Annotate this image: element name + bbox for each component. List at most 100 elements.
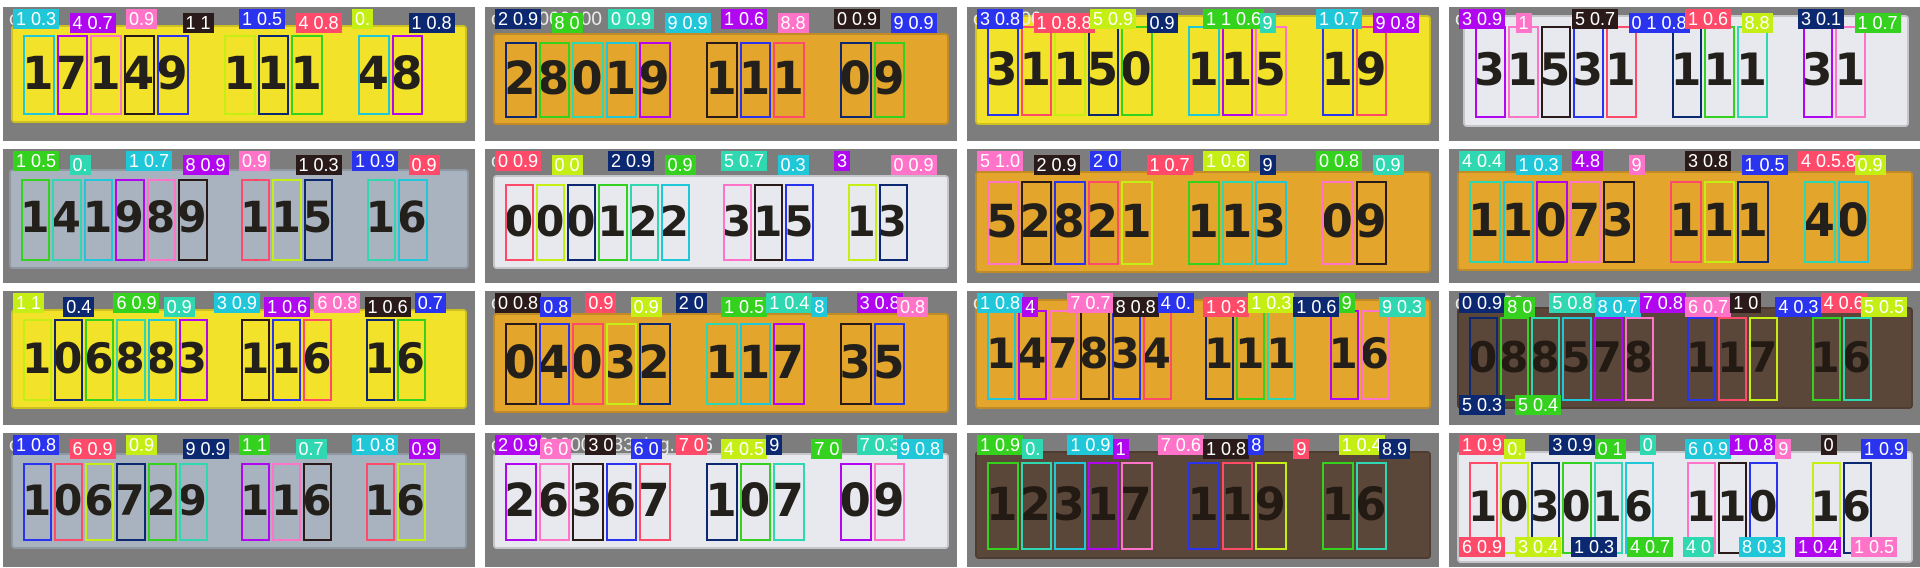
- plate-character: 1: [1187, 195, 1219, 249]
- detection-box: [1562, 317, 1592, 401]
- detection-label: 4 0.6: [1820, 293, 1867, 313]
- detection-label: 0.9: [1854, 155, 1886, 175]
- plate-character: 4: [1803, 194, 1835, 248]
- plate-character: 1: [1187, 478, 1219, 532]
- detection-box: [1718, 462, 1748, 555]
- detection-label: 9 0.8: [897, 439, 944, 459]
- plate-character: 1: [1220, 43, 1253, 97]
- detection-box: [272, 462, 302, 542]
- detection-box: [291, 34, 323, 116]
- plate-character: 1: [1086, 478, 1119, 532]
- plate-character: 1: [753, 196, 783, 246]
- detection-label: 0 1: [1594, 439, 1626, 459]
- plate-character: 1: [1834, 44, 1866, 96]
- detection-box: [773, 323, 805, 405]
- detection-label: 4: [1022, 297, 1039, 317]
- detection-label: 1 0: [1730, 293, 1762, 313]
- plate-character: 8: [1499, 332, 1529, 382]
- detection-box: [241, 462, 271, 542]
- plate-character: 1: [1019, 43, 1052, 97]
- plate-character: 0: [839, 474, 871, 528]
- detection-box: [303, 179, 334, 261]
- detection-label: 3 0.9: [1459, 9, 1506, 29]
- plate-character: 6: [1623, 481, 1653, 531]
- plate-character: 1: [21, 333, 52, 383]
- plate-character: 1: [89, 47, 121, 101]
- detection-label: 0.9: [664, 155, 696, 175]
- plate-character: 7: [1748, 332, 1778, 382]
- detection-label: 5 0.7: [1572, 9, 1619, 29]
- detection-label: 8 0: [1504, 297, 1536, 317]
- plate-character: 7: [772, 336, 804, 390]
- detection-label: 0.: [1504, 439, 1526, 459]
- plate-character: 1: [1328, 328, 1358, 378]
- detection-box: [1322, 26, 1354, 117]
- detection-box: [840, 462, 872, 542]
- detection-box: [1593, 317, 1623, 401]
- detection-box: [505, 42, 537, 118]
- detection-label: 9: [1775, 439, 1792, 459]
- detection-label: 4 0: [1683, 537, 1715, 557]
- detection-box: [1020, 26, 1053, 117]
- detection-label: 8.8: [777, 13, 809, 33]
- detection-box: [1087, 461, 1120, 551]
- detection-box: [536, 184, 566, 262]
- detection-box: [987, 26, 1019, 117]
- detection-box: [639, 462, 671, 542]
- detection-box: [1018, 310, 1048, 401]
- plate-character: 1: [1266, 328, 1296, 378]
- detection-box: [1842, 317, 1872, 401]
- plate-character: 1: [82, 193, 113, 243]
- detection-box: [873, 323, 906, 405]
- plate-character: 1: [1670, 44, 1702, 96]
- detection-label: 6 0.9: [113, 293, 160, 313]
- detection-label: 3 0: [585, 435, 617, 455]
- detection-box: [1329, 310, 1359, 401]
- detection-label: 6 0: [540, 439, 572, 459]
- detection-label: 1 0.7: [126, 151, 173, 171]
- plate-character: 1: [1235, 328, 1265, 378]
- plate-character: 6: [397, 193, 427, 243]
- detection-box: [1205, 310, 1235, 401]
- detection-box: [1737, 181, 1769, 263]
- detection-label: 6 0.7: [1685, 297, 1732, 317]
- detection-box: [1049, 310, 1079, 401]
- plate-character: 0: [1836, 194, 1869, 248]
- detection-box: [538, 323, 571, 405]
- plate-character: 8: [1530, 332, 1560, 382]
- detection-label: 2 0: [675, 293, 707, 313]
- detection-label: 4 0.8: [295, 13, 342, 33]
- detection-label: 1 0.9: [1067, 435, 1114, 455]
- detection-box: [116, 319, 146, 401]
- plate-character: 0: [535, 196, 565, 246]
- plate-character: 0: [53, 333, 83, 383]
- plate-character: 0: [1120, 43, 1152, 97]
- detection-box: [840, 42, 872, 118]
- detection-label: 3 0.8: [856, 293, 903, 313]
- plate-character: 1: [1467, 481, 1498, 531]
- detection-label: 9: [1259, 155, 1276, 175]
- detection-box: [987, 461, 1019, 551]
- detection-label: 0.8: [540, 297, 572, 317]
- detection-label: 1 0.4: [1795, 537, 1842, 557]
- detection-label: 9 0.9: [182, 439, 229, 459]
- detection-label: 1 0.9: [1459, 435, 1506, 455]
- detection-box: [54, 462, 84, 542]
- plate-character: 1: [223, 47, 255, 101]
- plate-character: 8: [537, 52, 570, 106]
- detection-label: 0 0: [551, 155, 583, 175]
- detection-label: 5 1.0: [977, 151, 1024, 171]
- plate-character: 3: [1530, 481, 1560, 531]
- detection-box: [572, 42, 604, 118]
- detection-label: 0 1 0.8: [1628, 13, 1690, 33]
- plate-character: 5: [1539, 44, 1571, 96]
- plate-character: 7: [1592, 332, 1622, 382]
- detection-box: [754, 184, 784, 262]
- detection-label: 1 0.9: [352, 151, 399, 171]
- detection-box: [272, 179, 302, 261]
- detection-box: [878, 184, 908, 262]
- detection-box: [660, 184, 690, 262]
- detection-box: [1020, 461, 1053, 551]
